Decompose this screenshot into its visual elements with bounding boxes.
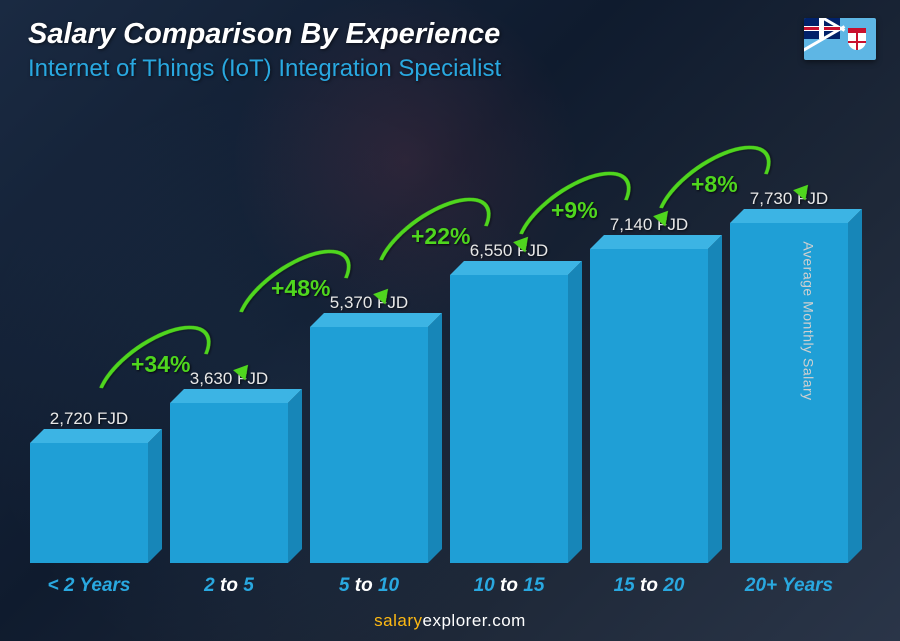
y-axis-label: Average Monthly Salary <box>800 241 816 400</box>
pct-label-5: +8% <box>691 171 738 198</box>
country-flag-icon <box>804 18 876 60</box>
bar-3d <box>310 327 428 563</box>
x-label-1: 2 to 5 <box>170 575 288 597</box>
bar-value-label: 3,630 FJD <box>190 369 268 389</box>
bar-1: 3,630 FJD <box>170 369 288 563</box>
bar-0: 2,720 FJD <box>30 409 148 563</box>
pct-label-4: +9% <box>551 197 598 224</box>
footer-brand-prefix: salary <box>374 611 422 630</box>
bar-3d <box>170 403 288 563</box>
bar-5: 7,730 FJD <box>730 189 848 563</box>
page-title: Salary Comparison By Experience <box>28 18 872 51</box>
page-subtitle: Internet of Things (IoT) Integration Spe… <box>28 55 872 83</box>
pct-label-2: +48% <box>271 275 330 302</box>
x-label-2: 5 to 10 <box>310 575 428 597</box>
header: Salary Comparison By Experience Internet… <box>28 18 872 83</box>
bar-value-label: 7,730 FJD <box>750 189 828 209</box>
pct-label-3: +22% <box>411 223 470 250</box>
bar-4: 7,140 FJD <box>590 215 708 563</box>
bar-value-label: 5,370 FJD <box>330 293 408 313</box>
x-label-0: < 2 Years <box>30 575 148 597</box>
pct-label-1: +34% <box>131 351 190 378</box>
footer-source: salaryexplorer.com <box>0 611 900 631</box>
bar-3: 6,550 FJD <box>450 241 568 563</box>
x-label-5: 20+ Years <box>730 575 848 597</box>
bar-3d <box>30 443 148 563</box>
bar-2: 5,370 FJD <box>310 293 428 563</box>
bar-3d <box>730 223 848 563</box>
x-label-4: 15 to 20 <box>590 575 708 597</box>
x-axis-labels: < 2 Years 2 to 5 5 to 10 10 to 15 15 to 20 20… <box>30 575 848 597</box>
footer-brand-suffix: explorer <box>423 611 487 630</box>
x-label-3: 10 to 15 <box>450 575 568 597</box>
bar-3d <box>590 249 708 563</box>
bar-3d <box>450 275 568 563</box>
footer-tld: .com <box>487 611 526 630</box>
